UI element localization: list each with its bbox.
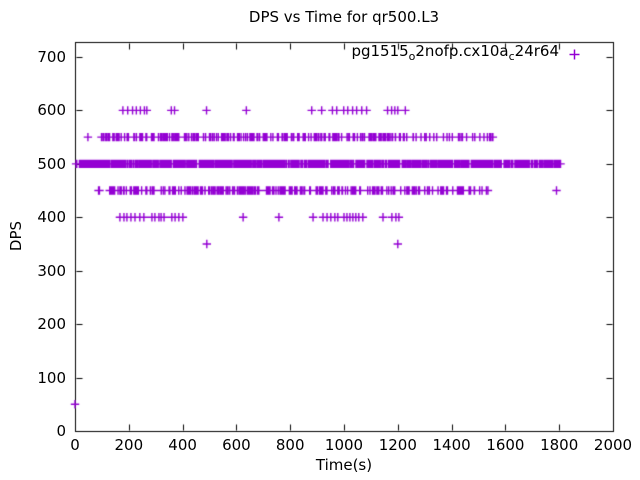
legend-label-text: pg1515 bbox=[351, 42, 409, 60]
plus-marker-icon bbox=[569, 49, 580, 59]
x-tick-label: 1800 bbox=[540, 436, 579, 454]
x-tick-label: 2000 bbox=[593, 436, 633, 454]
legend: pg1515o2nofp.cx10ac24r64 bbox=[351, 41, 580, 67]
x-tick-label: 1600 bbox=[486, 436, 525, 454]
y-tick-label: 400 bbox=[37, 208, 66, 227]
y-tick-label: 300 bbox=[37, 261, 66, 280]
legend-label-text: 2nofp.cx10a bbox=[415, 42, 509, 60]
x-tick-label: 600 bbox=[222, 436, 251, 454]
x-axis-label: Time(s) bbox=[315, 456, 373, 474]
x-tick-label: 200 bbox=[114, 436, 144, 454]
legend-label-subscript: o bbox=[408, 50, 416, 63]
y-tick-label: 500 bbox=[37, 154, 66, 173]
x-tick-label: 0 bbox=[70, 436, 80, 454]
y-tick-label: 0 bbox=[56, 422, 66, 440]
y-tick-label: 700 bbox=[37, 47, 66, 66]
y-tick-label: 200 bbox=[37, 315, 66, 334]
x-tick-label: 400 bbox=[168, 436, 197, 454]
legend-label-text: 24r64 bbox=[514, 42, 559, 60]
x-tick-label: 800 bbox=[275, 436, 305, 454]
x-tick-label: 1200 bbox=[378, 436, 417, 454]
x-tick-label: 1400 bbox=[432, 436, 471, 454]
legend-series-label: pg1515o2nofp.cx10ac24r64 bbox=[351, 41, 559, 67]
plot-area-canvas bbox=[69, 36, 619, 437]
y-tick-label: 600 bbox=[37, 101, 66, 120]
legend-label-subscript: c bbox=[508, 50, 515, 63]
y-tick-label: 100 bbox=[37, 368, 66, 387]
y-axis-label: DPS bbox=[7, 220, 25, 252]
x-tick-label: 1000 bbox=[324, 436, 364, 454]
chart-title: DPS vs Time for qr500.L3 bbox=[248, 8, 440, 26]
